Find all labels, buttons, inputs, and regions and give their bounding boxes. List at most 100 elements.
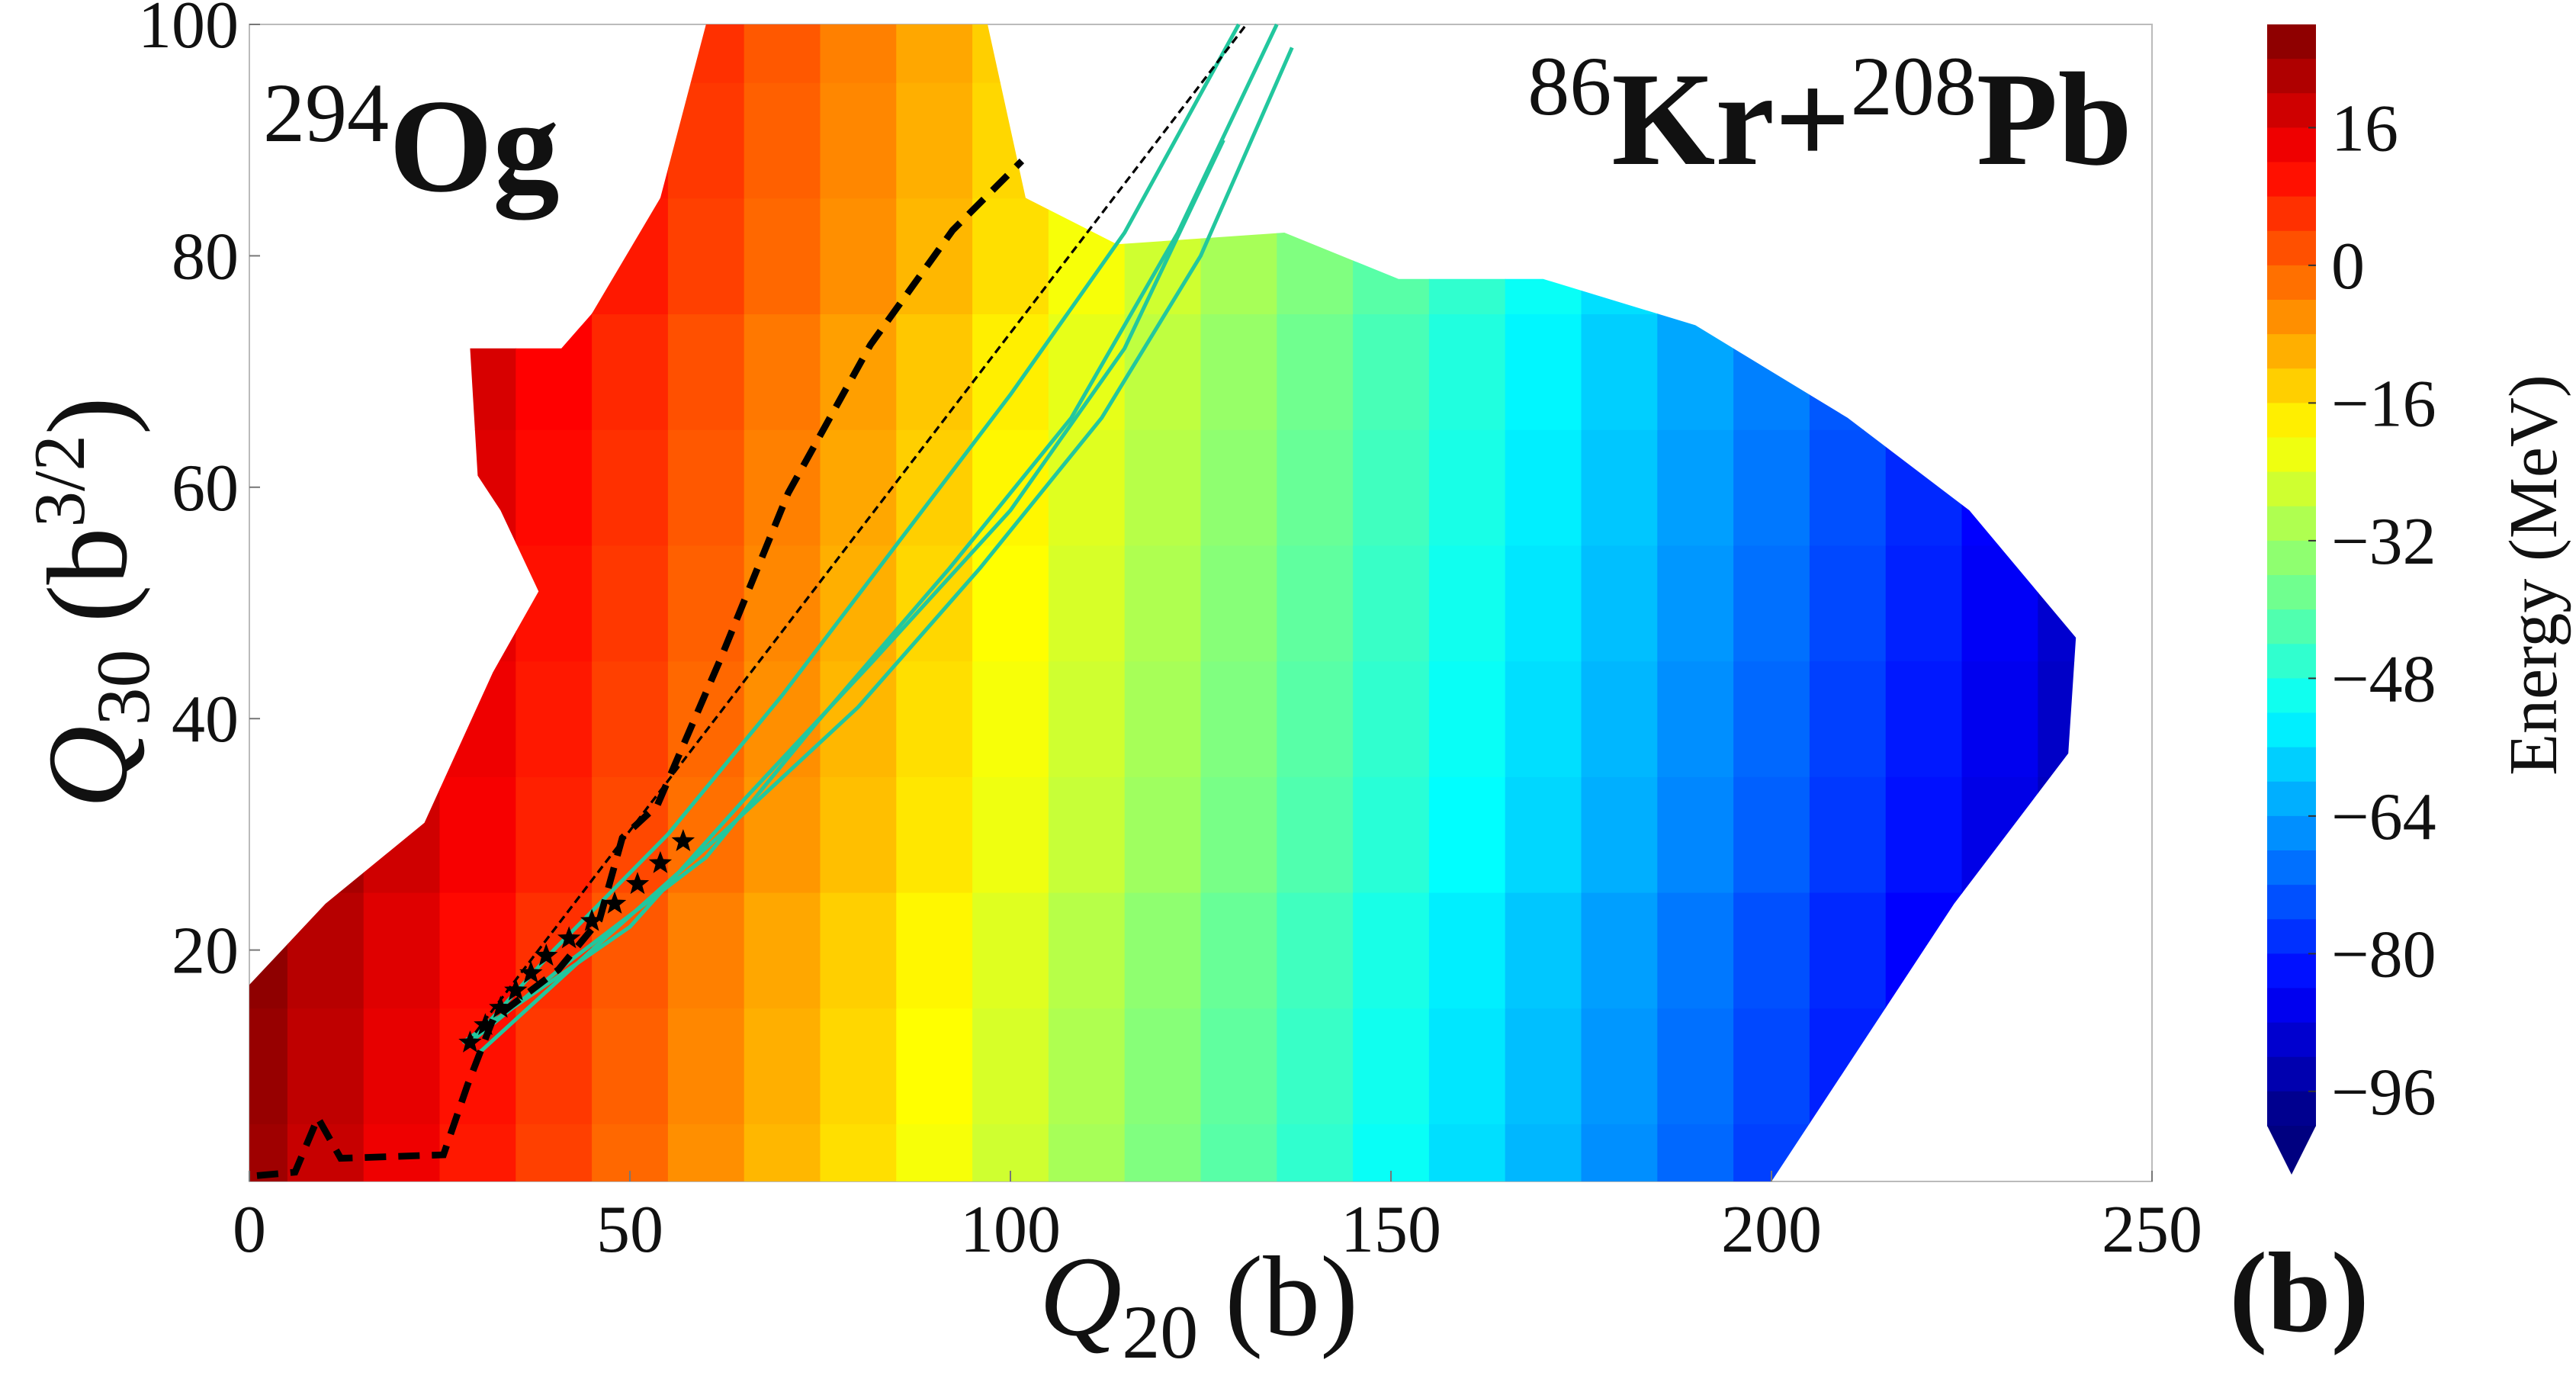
x-label-symbol: Q [1039,1233,1122,1360]
annotation-superscript: 86 [1527,40,1611,133]
energy-cell [896,313,973,430]
energy-cell [1200,198,1278,315]
energy-cell [1809,198,1887,315]
colorbar-band [2267,712,2316,748]
energy-cell [1505,776,1582,893]
trajectory [468,23,1279,1044]
energy-cell [1200,776,1278,893]
energy-cell [1048,545,1126,662]
colorbar-band [2267,24,2316,59]
star-marker [489,995,512,1018]
energy-cell [896,661,973,777]
energy-cell [363,892,441,1009]
energy-cell [744,1123,821,1181]
x-tick-label: 250 [2102,1193,2202,1267]
energy-cell [820,892,898,1009]
energy-cell [1277,1123,1354,1181]
energy-cell [287,661,365,777]
y-tick-label: 80 [172,220,239,294]
energy-cell [1581,892,1659,1009]
energy-cell [1353,661,1430,777]
energy-cell [287,892,365,1009]
energy-cell [744,776,821,893]
energy-cell [1733,1008,1810,1124]
energy-cell [1048,1008,1126,1124]
energy-cell [1809,1008,1887,1124]
energy-cell [1124,1123,1202,1181]
energy-cell [516,545,593,662]
energy-cell [1885,892,1963,1009]
y-label-unit-close: ) [24,397,151,435]
energy-cell [820,1123,898,1181]
energy-cell [1200,313,1278,430]
energy-cell [516,313,593,430]
colorbar-band [2267,644,2316,680]
energy-cell [1657,313,1734,430]
energy-cell [249,1008,288,1124]
trajectory [461,139,1225,1045]
energy-cell [592,198,669,315]
energy-cell [667,82,745,199]
y-label-symbol: Q [24,725,151,808]
energy-cell [1048,661,1126,777]
star-marker [602,891,627,914]
energy-cell [287,776,365,893]
energy-cell [592,1008,669,1124]
y-axis-label: Q30 (b3/2) [19,397,165,808]
energy-cell [1277,892,1354,1009]
nucleus-label: 294Og [263,66,560,220]
energy-cell [1505,198,1582,315]
star-marker [504,978,528,1001]
energy-cell [1048,1123,1126,1181]
energy-cell [1657,1008,1734,1124]
energy-cell [972,892,1049,1009]
energy-cell [1353,198,1430,315]
annotation-superscript: 208 [1851,40,1977,133]
energy-cell [896,1008,973,1124]
energy-cell [896,892,973,1009]
annotation-text: Og [389,72,560,220]
colorbar-band [2267,850,2316,886]
energy-cell [667,1008,745,1124]
energy-cell [1124,24,1202,83]
y-label-unit-open: (b [24,528,151,623]
colorbar-tick-label: −32 [2331,505,2436,579]
colorbar-band [2267,781,2316,817]
energy-cell [1200,1123,1278,1181]
energy-cell [1200,429,1278,546]
energy-cell [1961,892,2039,1009]
energy-cell [1124,545,1202,662]
star-marker [580,908,604,931]
x-label-subscript: 20 [1122,1290,1198,1374]
star-marker [535,943,558,966]
energy-cell [1733,313,1810,430]
energy-cell [592,313,669,430]
colorbar-band [2267,609,2316,645]
energy-cell [1200,545,1278,662]
colorbar-band [2267,196,2316,232]
energy-cell [1200,892,1278,1009]
energy-cell [363,313,441,430]
star-marker [648,850,673,873]
energy-cell [1657,429,1734,546]
energy-cell [1353,892,1430,1009]
energy-cell [516,1008,593,1124]
energy-cell [1885,313,1963,430]
energy-cell [820,1008,898,1124]
colorbar-band [2267,540,2316,576]
energy-cell [1581,1123,1659,1181]
energy-cell [1505,892,1582,1009]
colorbar-band [2267,953,2316,989]
colorbar-band [2267,300,2316,335]
colorbar-tick-label: −96 [2331,1056,2436,1130]
star-marker [458,1030,482,1053]
energy-cell [1428,661,1506,777]
energy-cell [744,429,821,546]
energy-cell [363,661,441,777]
energy-cell [287,313,365,430]
energy-cell [1809,892,1887,1009]
energy-cell [1505,1123,1582,1181]
energy-cell [1809,776,1887,893]
